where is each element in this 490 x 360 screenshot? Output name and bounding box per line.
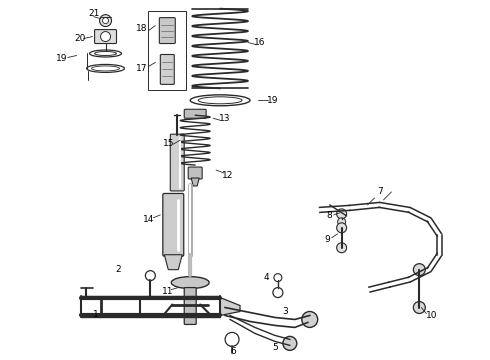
Text: 9: 9 (325, 235, 331, 244)
Ellipse shape (172, 276, 209, 289)
Text: 4: 4 (263, 273, 269, 282)
Circle shape (337, 243, 346, 253)
Text: 13: 13 (220, 114, 231, 123)
Polygon shape (164, 255, 182, 270)
Text: 1: 1 (93, 310, 98, 319)
Text: 20: 20 (74, 34, 85, 43)
Text: 5: 5 (272, 343, 278, 352)
Text: 15: 15 (163, 139, 174, 148)
Text: 19: 19 (267, 96, 279, 105)
FancyBboxPatch shape (188, 167, 202, 179)
Text: 21: 21 (88, 9, 99, 18)
FancyBboxPatch shape (184, 288, 196, 324)
Circle shape (337, 209, 346, 219)
FancyBboxPatch shape (160, 54, 174, 84)
FancyBboxPatch shape (95, 30, 117, 44)
Text: 2: 2 (116, 265, 122, 274)
Text: 6: 6 (230, 347, 236, 356)
Text: 17: 17 (136, 64, 147, 73)
Circle shape (338, 218, 345, 226)
Text: 11: 11 (162, 287, 173, 296)
FancyBboxPatch shape (184, 109, 206, 118)
Circle shape (283, 336, 297, 350)
Text: 16: 16 (254, 38, 266, 47)
Polygon shape (191, 178, 199, 186)
Circle shape (414, 302, 425, 314)
FancyBboxPatch shape (159, 18, 175, 44)
Text: 7: 7 (378, 188, 383, 197)
Text: 19: 19 (56, 54, 68, 63)
Circle shape (337, 223, 346, 233)
Text: 8: 8 (327, 211, 333, 220)
Circle shape (302, 311, 318, 328)
Circle shape (99, 15, 112, 27)
Text: 14: 14 (143, 215, 154, 224)
Text: 12: 12 (222, 171, 234, 180)
Text: 3: 3 (282, 307, 288, 316)
FancyBboxPatch shape (163, 193, 184, 256)
FancyBboxPatch shape (171, 134, 184, 191)
Circle shape (414, 264, 425, 276)
Polygon shape (220, 298, 240, 315)
Circle shape (102, 18, 108, 24)
Circle shape (100, 32, 111, 41)
Text: 18: 18 (136, 24, 147, 33)
Text: 10: 10 (425, 311, 437, 320)
